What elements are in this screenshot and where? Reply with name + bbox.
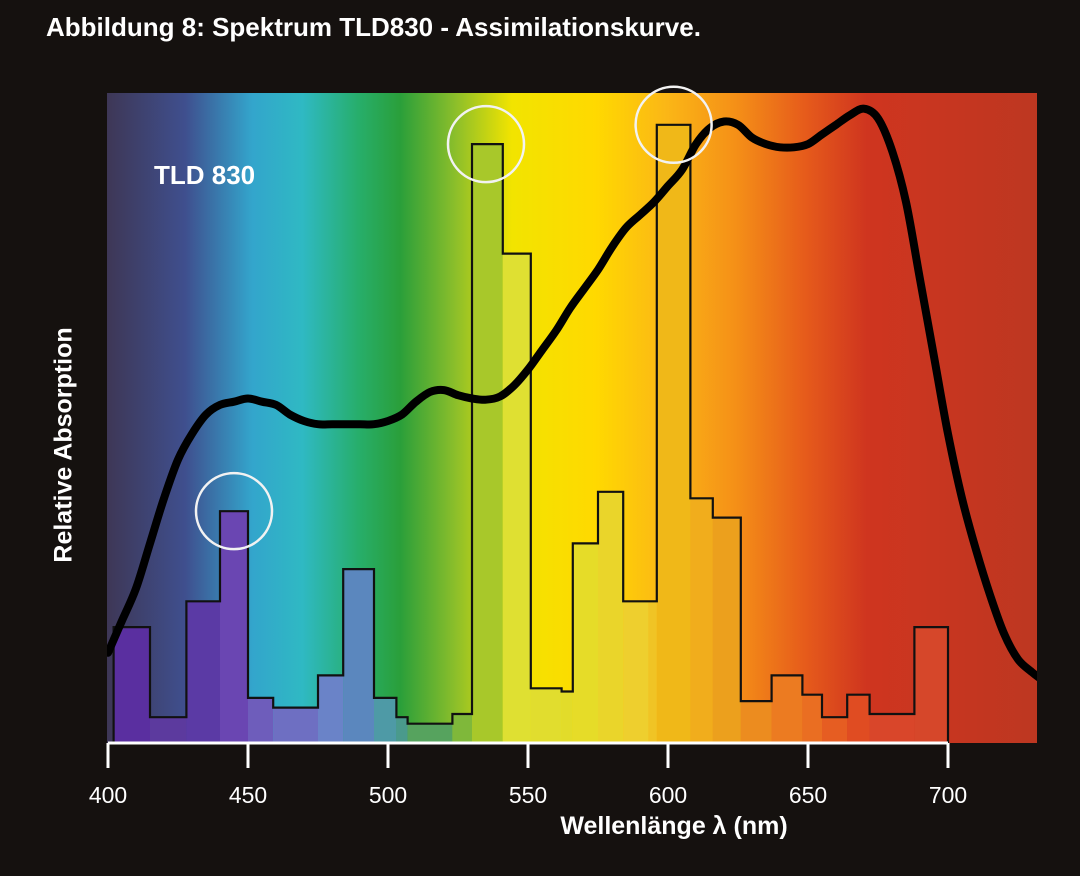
bar-15	[561, 691, 573, 743]
bar-13	[502, 253, 531, 743]
x-tick-label-600: 600	[649, 782, 687, 808]
bar-2	[186, 601, 220, 743]
x-tick-label-400: 400	[89, 782, 127, 808]
bar-8	[374, 697, 397, 743]
bar-16	[572, 543, 598, 743]
x-tick-label-550: 550	[509, 782, 547, 808]
bar-22	[712, 517, 741, 743]
bar-21	[690, 498, 713, 743]
bar-29	[914, 627, 948, 743]
bar-5	[273, 707, 318, 743]
bar-1	[150, 717, 187, 743]
bar-26	[822, 717, 848, 743]
highlight-circle-0	[194, 471, 274, 551]
bar-24	[771, 675, 803, 743]
bar-17	[598, 491, 624, 743]
y-axis-label: Relative Absorption	[49, 327, 78, 563]
bar-9	[396, 717, 408, 743]
bar-25	[802, 694, 822, 743]
x-tick-label-500: 500	[369, 782, 407, 808]
x-axis-label: Wellenlänge λ (nm)	[560, 812, 788, 840]
bar-27	[847, 694, 870, 743]
x-tick-label-450: 450	[229, 782, 267, 808]
bar-12	[472, 144, 503, 743]
x-tick-label-650: 650	[789, 782, 827, 808]
x-tick-label-700: 700	[929, 782, 967, 808]
bar-28	[869, 714, 915, 743]
bar-14	[530, 688, 562, 743]
bar-6	[318, 675, 344, 743]
bar-18	[623, 601, 649, 743]
bars-outline	[112, 123, 950, 743]
bar-23	[740, 701, 772, 743]
bar-3	[220, 511, 248, 743]
bar-0	[113, 627, 150, 743]
bar-19	[648, 601, 657, 743]
bar-7	[343, 569, 374, 743]
figure-title: Abbildung 8: Spektrum TLD830 - Assimilat…	[46, 12, 701, 42]
bars-layer	[112, 123, 950, 743]
highlight-circles	[194, 85, 713, 551]
bar-10	[407, 723, 453, 743]
x-axis-ticks: 400 450 500 550 600 650 700	[89, 743, 967, 808]
bar-20	[656, 124, 691, 743]
highlight-circle-1	[446, 104, 526, 184]
series-annotation: TLD 830	[154, 160, 255, 190]
bar-11	[452, 714, 472, 743]
assimilation-curve	[107, 104, 1037, 682]
highlight-circle-2	[634, 85, 713, 165]
bar-4	[248, 697, 274, 743]
